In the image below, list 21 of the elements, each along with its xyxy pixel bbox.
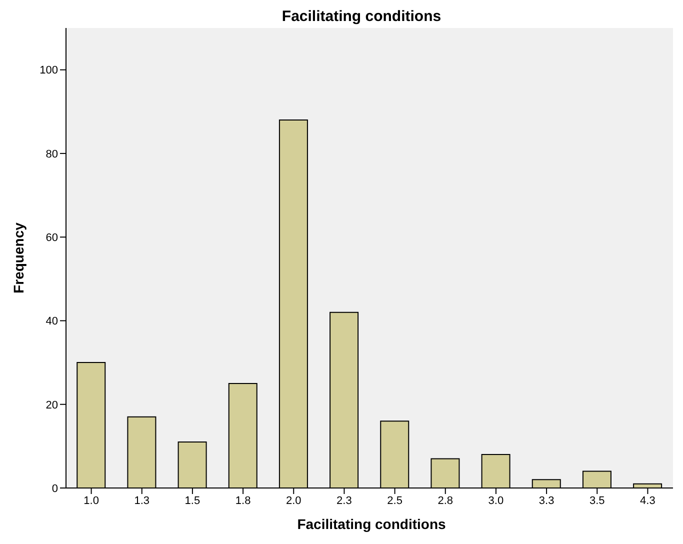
x-axis-title: Facilitating conditions bbox=[296, 516, 447, 532]
y-tick-label: 80 bbox=[46, 148, 58, 160]
y-tick-label: 20 bbox=[46, 399, 58, 412]
x-tick-label: 1.8 bbox=[235, 494, 251, 507]
x-tick-label: 2.5 bbox=[387, 494, 402, 507]
x-tick-label: 1.3 bbox=[134, 494, 150, 507]
x-tick-label: 2.3 bbox=[336, 494, 352, 507]
x-tick-label: 1.5 bbox=[184, 494, 200, 507]
x-tick-label: 3.0 bbox=[488, 494, 504, 507]
y-tick-label: 100 bbox=[40, 64, 58, 77]
chart-title: Facilitating conditions bbox=[280, 8, 442, 27]
y-tick-label: 60 bbox=[46, 232, 58, 244]
y-tick-label: 40 bbox=[46, 316, 58, 328]
x-tick-label: 3.5 bbox=[589, 494, 605, 507]
y-axis-title: Frequency bbox=[10, 222, 26, 294]
x-tick-label: 3.3 bbox=[538, 494, 554, 507]
x-tick-label: 2.8 bbox=[438, 494, 454, 507]
x-tick-label: 2.0 bbox=[286, 494, 302, 507]
x-tick-label: 1.0 bbox=[84, 494, 99, 507]
x-tick-label: 4.3 bbox=[640, 494, 656, 507]
y-tick-label: 0 bbox=[52, 482, 58, 495]
